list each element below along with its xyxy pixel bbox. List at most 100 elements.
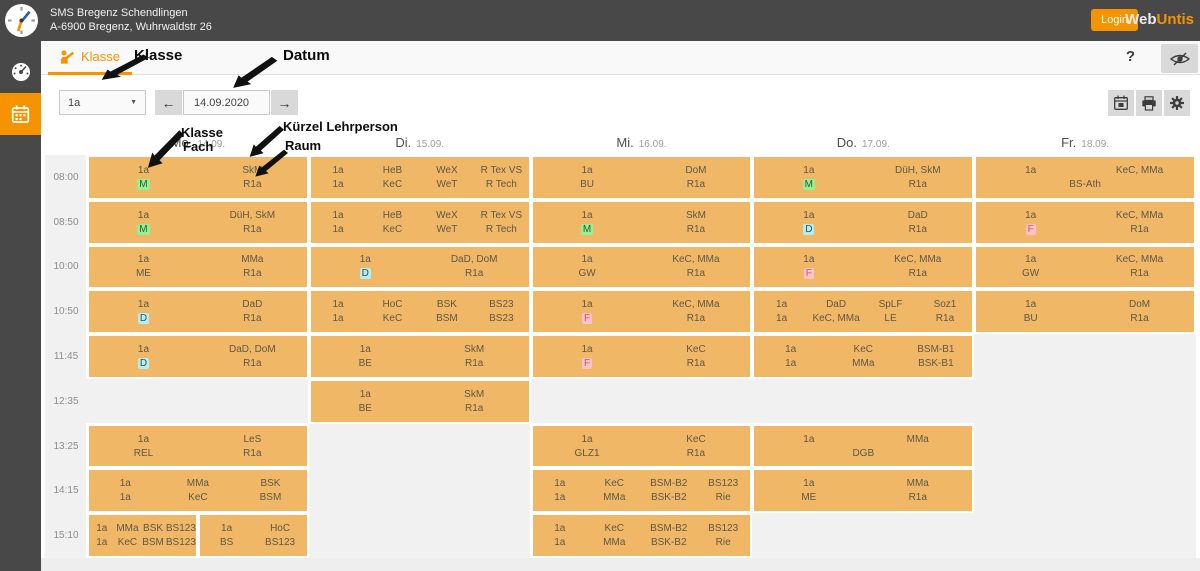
- lesson-text: KeC: [117, 537, 138, 549]
- lesson-cell[interactable]: 1a HeB WeX R Tex VS 1a KeC WeT R Tech: [310, 201, 529, 243]
- lesson-text: MMa: [906, 478, 929, 490]
- lesson-cell[interactable]: 1a MMa ME R1a: [89, 246, 307, 288]
- lesson-text: R1a: [908, 268, 927, 280]
- lesson-cell[interactable]: 1a HoC BSK BS23 1a KeC BSM BS23: [310, 291, 529, 333]
- lesson-cell[interactable]: 1a KeC, MMa F R1a: [754, 246, 973, 288]
- lesson-cell[interactable]: 1a HeB WeX R Tex VS 1a KeC WeT R Tech: [310, 157, 529, 198]
- lesson-text: 1a: [554, 523, 566, 535]
- subject-highlight: D: [359, 268, 371, 280]
- lesson-cell[interactable]: 1a MMa BSK BS123 1a KeC BSM BS123: [89, 515, 196, 556]
- lesson-text: DGB: [852, 447, 875, 459]
- lesson-cell[interactable]: 1a KeC GLZ1 R1a: [532, 425, 751, 467]
- lesson-text: MMa: [906, 433, 929, 445]
- lesson-cell[interactable]: 1a SkM BE R1a: [310, 380, 529, 422]
- lesson-cell[interactable]: 1a DaD SpLF Soz1 1a KeC, MMa LE R1a: [754, 291, 973, 333]
- lesson-text: R1a: [686, 357, 706, 369]
- lesson-text: 1a: [1025, 299, 1037, 311]
- lesson-cell[interactable]: 1a KeC F R1a: [532, 336, 751, 377]
- lesson-text: BS23: [489, 313, 514, 325]
- lesson-cell[interactable]: 1a KeC BSM-B2 BS123 1a MMa BSK-B2 Rie: [532, 470, 751, 512]
- lesson-cell[interactable]: 1a DoM BU R1a: [976, 291, 1194, 333]
- visibility-toggle-button[interactable]: [1161, 44, 1198, 73]
- lesson-text: BS123: [708, 523, 739, 535]
- day-date: 15.09.: [416, 139, 445, 150]
- lesson-cell[interactable]: 1a DüH, SkM M R1a: [89, 201, 307, 243]
- timetable-slot: [974, 468, 1196, 514]
- lesson-text: KeC: [188, 492, 208, 504]
- lesson-text: F: [976, 223, 1085, 235]
- lesson-cell[interactable]: 1a MMa DGB: [754, 425, 973, 467]
- lesson-cell[interactable]: 1a KeC BSM-B1 1a MMa BSK-B1: [754, 336, 973, 377]
- timetable-slot: 1a DaD, DoM D R1a: [87, 334, 309, 379]
- date-input[interactable]: [183, 90, 270, 115]
- lesson-cell[interactable]: 1a LeS REL R1a: [89, 425, 307, 467]
- timetable-slot: 1a LeS REL R1a: [87, 423, 309, 469]
- lesson-cell[interactable]: 1a SkM M R1a: [89, 157, 307, 198]
- lesson-cell[interactable]: 1a DaD, DoM D R1a: [310, 246, 529, 288]
- lesson-cell[interactable]: 1a MMa ME R1a: [754, 470, 973, 512]
- lesson-text: KeC: [853, 343, 873, 355]
- sidebar-item-dashboard[interactable]: [0, 54, 41, 90]
- lesson-text: R1a: [464, 268, 484, 280]
- prev-date-button[interactable]: ←: [155, 90, 182, 115]
- lesson-text: BSM: [142, 537, 164, 549]
- lesson-text: BS: [219, 537, 234, 549]
- lesson-cell[interactable]: 1a DaD D R1a: [754, 201, 973, 243]
- lesson-text: SkM: [464, 388, 485, 400]
- lesson-text: SkM: [464, 343, 485, 355]
- time-label: 08:00: [45, 155, 87, 200]
- lesson-cell[interactable]: 1a KeC, MMa GW R1a: [532, 246, 751, 288]
- login-button[interactable]: Login: [1091, 9, 1138, 31]
- sidebar-item-timetable[interactable]: [0, 93, 41, 135]
- lesson-cell[interactable]: 1a DaD, DoM D R1a: [89, 336, 307, 377]
- app-logo: [5, 4, 38, 37]
- lesson-cell[interactable]: 1a HoC BS BS123: [199, 515, 307, 556]
- class-select-value: 1a: [68, 96, 81, 109]
- timetable-slot: 1a SkM BE R1a: [308, 378, 531, 424]
- main-content: Klasse ? 1a ▼ ← →: [41, 41, 1200, 571]
- lesson-cell[interactable]: 1a DaD D R1a: [89, 291, 307, 333]
- lesson-text: 1a: [581, 433, 593, 445]
- lesson-cell[interactable]: 1a KeC, MMa F R1a: [976, 201, 1194, 243]
- settings-button[interactable]: [1164, 90, 1190, 116]
- help-button[interactable]: ?: [1125, 48, 1135, 65]
- class-select[interactable]: 1a ▼: [59, 90, 146, 115]
- lesson-text: R1a: [243, 447, 262, 459]
- lesson-text: MMa: [603, 492, 626, 504]
- calendar-icon: [11, 104, 30, 123]
- day-header: Fr. 18.09.: [974, 130, 1196, 155]
- calendar-button[interactable]: [1108, 90, 1134, 116]
- lesson-cell[interactable]: 1a KeC, MMa F R1a: [532, 291, 751, 333]
- lesson-cell[interactable]: 1a SkM BE R1a: [310, 336, 529, 377]
- tab-klasse[interactable]: Klasse: [48, 41, 133, 75]
- timetable-slot: 1a SkM M R1a: [530, 199, 753, 245]
- next-date-button[interactable]: →: [271, 90, 298, 115]
- lesson-text: MMa: [241, 254, 264, 266]
- timetable-slot: 1a MMa DGB: [752, 423, 975, 469]
- lesson-cell[interactable]: 1a DoM BU R1a: [532, 157, 751, 198]
- lesson-cell[interactable]: 1a KeC BSM-B2 BS123 1a MMa BSK-B2 Rie: [532, 515, 751, 556]
- lesson-cell[interactable]: 1a KeC, MMa BS-Ath: [976, 157, 1194, 198]
- lesson-text: DoM: [1128, 299, 1151, 311]
- timetable-slot: 1a DoM BU R1a: [974, 289, 1196, 335]
- lesson-text: GW: [578, 268, 596, 280]
- lesson-text: KeC, MMa: [894, 254, 942, 266]
- lesson-text: KeC: [382, 313, 403, 325]
- print-button[interactable]: [1136, 90, 1162, 116]
- lesson-text: 1a: [785, 357, 797, 369]
- timetable-slot: 1a HeB WeX R Tex VS 1a KeC WeT R Tech: [308, 199, 531, 245]
- lesson-text: 1a: [137, 299, 150, 311]
- lesson-text: WeT: [436, 178, 458, 190]
- lesson-cell[interactable]: 1a MMa BSK 1a KeC BSM: [89, 470, 307, 512]
- lesson-text: DaD, DoM: [229, 343, 276, 355]
- lesson-text: KeC: [686, 433, 706, 445]
- lesson-cell[interactable]: 1a DüH, SkM M R1a: [754, 157, 973, 198]
- time-label: 13:25: [45, 423, 87, 469]
- timetable-slot: 1a KeC GLZ1 R1a: [530, 423, 753, 469]
- lesson-text: DaD, DoM: [450, 254, 498, 266]
- lesson-text: R1a: [686, 223, 706, 235]
- lesson-text: WeT: [436, 223, 458, 235]
- lesson-cell[interactable]: 1a KeC, MMa GW R1a: [976, 246, 1194, 288]
- lesson-cell[interactable]: 1a SkM M R1a: [532, 201, 751, 243]
- lesson-text: KeC, MMa: [1115, 164, 1164, 176]
